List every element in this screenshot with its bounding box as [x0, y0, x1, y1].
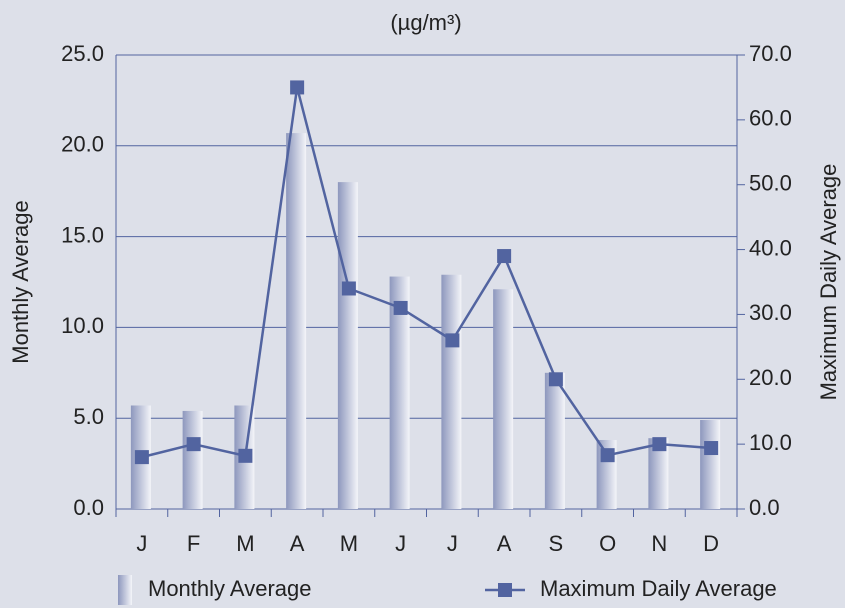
line [141, 87, 712, 459]
y-axis-label: Monthly Average [8, 200, 33, 363]
marker [393, 300, 408, 315]
bar [389, 276, 410, 509]
marker [652, 437, 667, 452]
bar [493, 289, 514, 509]
bar [700, 420, 721, 509]
bar [544, 372, 565, 509]
marker [548, 372, 563, 387]
marker [186, 437, 201, 452]
x-tick-label: A [497, 531, 512, 556]
marker [341, 281, 356, 296]
y-tick-label: 0.0 [73, 495, 104, 520]
legend-swatch [498, 583, 512, 597]
y2-tick-label: 60.0 [749, 106, 792, 131]
y-tick-label: 5.0 [73, 404, 104, 429]
x-tick-label: N [651, 531, 667, 556]
y-tick-label: 20.0 [61, 132, 104, 157]
x-tick-label: D [703, 531, 719, 556]
x-tick-label: M [236, 531, 254, 556]
y2-tick-label: 40.0 [749, 235, 792, 260]
x-tick-label: J [395, 531, 406, 556]
marker [497, 249, 512, 264]
marker [134, 450, 149, 465]
y2-tick-label: 50.0 [749, 171, 792, 196]
legend-label: Monthly Average [148, 576, 311, 601]
y2-tick-label: 20.0 [749, 365, 792, 390]
x-tick-label: M [340, 531, 358, 556]
y2-tick-label: 0.0 [749, 495, 780, 520]
y-tick-label: 10.0 [61, 313, 104, 338]
y-tick-label: 15.0 [61, 222, 104, 247]
bar [286, 133, 307, 509]
y2-tick-label: 30.0 [749, 300, 792, 325]
bar [337, 182, 358, 509]
x-tick-label: F [187, 531, 200, 556]
legend-label: Maximum Daily Average [540, 576, 777, 601]
bar [441, 274, 462, 509]
marker [704, 441, 719, 456]
y2-tick-label: 70.0 [749, 41, 792, 66]
x-tick-label: S [549, 531, 564, 556]
x-tick-label: J [136, 531, 147, 556]
y-tick-label: 25.0 [61, 41, 104, 66]
x-tick-label: O [599, 531, 616, 556]
marker [290, 80, 305, 95]
y2-axis-label: Maximum Daily Average [816, 164, 841, 401]
bar [648, 438, 669, 509]
marker [600, 448, 615, 463]
bar [182, 410, 203, 509]
marker [238, 448, 253, 463]
y2-tick-label: 10.0 [749, 430, 792, 455]
legend-swatch [118, 575, 132, 605]
chart-title: (µg/m³) [390, 10, 461, 35]
x-tick-label: A [290, 531, 305, 556]
x-tick-label: J [447, 531, 458, 556]
marker [445, 333, 460, 348]
